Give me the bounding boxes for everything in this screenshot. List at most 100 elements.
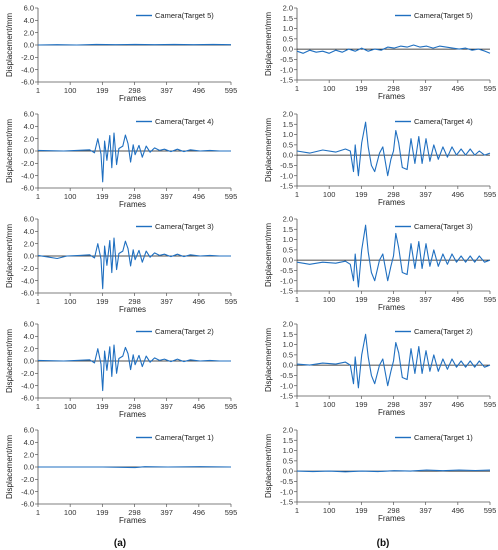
y-tick-label: 2.0 xyxy=(24,239,34,248)
x-tick-label: 1 xyxy=(36,402,40,411)
series-line xyxy=(296,224,491,288)
x-tick-label: 298 xyxy=(128,297,141,306)
y-axis-title: Displacement/mm xyxy=(264,328,273,392)
x-tick-label: 1 xyxy=(295,295,299,304)
y-tick-label: 2.0 xyxy=(283,320,293,329)
x-tick-label: 595 xyxy=(484,506,497,515)
series-line xyxy=(37,43,232,46)
y-tick-label: 2.0 xyxy=(283,215,293,224)
y-tick-label: -1.0 xyxy=(280,276,293,285)
y-tick-label: 0.0 xyxy=(24,41,34,50)
panel-label-b: (b) xyxy=(377,538,390,549)
y-tick-label: 1.5 xyxy=(283,330,293,339)
y-tick-label: 2.0 xyxy=(24,344,34,353)
legend-label: Camera(Target 4) xyxy=(414,117,473,126)
x-tick-label: 100 xyxy=(64,86,77,95)
x-axis-title: Frames xyxy=(119,94,146,103)
x-tick-label: 397 xyxy=(160,86,173,95)
y-axis-title: Displacement/mm xyxy=(264,434,273,498)
y-tick-label: 2.0 xyxy=(283,4,293,13)
x-tick-label: 1 xyxy=(36,297,40,306)
x-tick-label: 100 xyxy=(64,402,77,411)
x-tick-label: 100 xyxy=(64,192,77,201)
y-axis-title: Displacement/mm xyxy=(5,13,14,77)
x-tick-label: 1 xyxy=(295,190,299,199)
chart-panel-a-5: -6.0 -4.0 -2.0 0.0 2.0 4.0 6.0 1 100 199 298 397 496… xyxy=(5,426,237,525)
y-tick-label: -2.0 xyxy=(21,475,34,484)
y-tick-label: 4.0 xyxy=(24,122,34,131)
y-tick-label: -1.0 xyxy=(280,65,293,74)
chart-panel-a-4: -6.0 -4.0 -2.0 0.0 2.0 4.0 6.0 1 100 199 298 397 496… xyxy=(5,320,237,419)
y-tick-label: 0.5 xyxy=(283,456,293,465)
x-tick-label: 100 xyxy=(323,190,336,199)
series-line xyxy=(38,466,232,469)
legend-label: Camera(Target 5) xyxy=(155,11,214,20)
x-tick-label: 199 xyxy=(96,297,109,306)
series-line xyxy=(37,237,231,290)
x-tick-label: 199 xyxy=(96,86,109,95)
x-tick-label: 496 xyxy=(193,86,206,95)
x-tick-label: 397 xyxy=(160,402,173,411)
x-tick-label: 496 xyxy=(452,295,465,304)
y-tick-label: 2.0 xyxy=(24,28,34,37)
y-tick-label: 6.0 xyxy=(24,110,34,119)
x-tick-label: 199 xyxy=(96,508,109,517)
y-tick-label: 0.0 xyxy=(24,252,34,261)
y-tick-label: -4.0 xyxy=(21,381,34,390)
y-axis-title: Displacement/mm xyxy=(264,118,273,182)
x-tick-label: 100 xyxy=(64,508,77,517)
y-tick-label: -1.0 xyxy=(280,487,293,496)
y-tick-label: -4.0 xyxy=(21,487,34,496)
legend-label: Camera(Target 3) xyxy=(414,222,473,231)
x-axis-title: Frames xyxy=(378,303,405,312)
x-tick-label: 496 xyxy=(193,192,206,201)
y-tick-label: 0.0 xyxy=(24,463,34,472)
x-tick-label: 496 xyxy=(193,402,206,411)
y-tick-label: 0.0 xyxy=(283,467,293,476)
legend-label: Camera(Target 2) xyxy=(155,327,214,336)
y-tick-label: 6.0 xyxy=(24,320,34,329)
y-tick-label: 1.5 xyxy=(283,120,293,129)
y-tick-label: 0.5 xyxy=(283,245,293,254)
x-tick-label: 199 xyxy=(96,192,109,201)
y-tick-label: -0.5 xyxy=(280,266,293,275)
y-tick-label: -1.0 xyxy=(280,171,293,180)
legend-label: Camera(Target 5) xyxy=(414,11,473,20)
y-tick-label: -1.5 xyxy=(280,76,293,85)
y-tick-label: -6.0 xyxy=(21,500,34,509)
series-line xyxy=(296,469,491,473)
y-tick-label: -1.5 xyxy=(280,498,293,507)
y-tick-label: -2.0 xyxy=(21,53,34,62)
x-tick-label: 1 xyxy=(36,508,40,517)
x-tick-label: 298 xyxy=(387,400,400,409)
y-tick-label: 0.5 xyxy=(283,350,293,359)
x-tick-label: 298 xyxy=(387,295,400,304)
x-tick-label: 298 xyxy=(387,190,400,199)
y-tick-label: 0.5 xyxy=(283,140,293,149)
y-axis-title: Displacement/mm xyxy=(5,329,14,393)
x-tick-label: 100 xyxy=(323,295,336,304)
y-tick-label: -0.5 xyxy=(280,477,293,486)
x-tick-label: 496 xyxy=(193,297,206,306)
legend-label: Camera(Target 1) xyxy=(155,433,214,442)
x-tick-label: 199 xyxy=(355,400,368,409)
x-tick-label: 100 xyxy=(64,297,77,306)
y-axis-title: Displacement/mm xyxy=(264,12,273,76)
chart-panel-b-4: -1.5 -1.0-0.50.0 0.51.01.52.0 1 100 199 298 397… xyxy=(264,320,496,417)
x-tick-label: 199 xyxy=(355,84,368,93)
x-axis-title: Frames xyxy=(378,92,405,101)
x-tick-label: 199 xyxy=(96,402,109,411)
y-tick-label: 4.0 xyxy=(24,438,34,447)
x-axis-title: Frames xyxy=(378,408,405,417)
y-axis-title: Displacement/mm xyxy=(264,223,273,287)
y-tick-label: -4.0 xyxy=(21,276,34,285)
y-tick-label: 0.0 xyxy=(283,45,293,54)
y-tick-label: -6.0 xyxy=(21,78,34,87)
x-axis-title: Frames xyxy=(378,514,405,523)
y-tick-label: -1.5 xyxy=(280,392,293,401)
x-tick-label: 496 xyxy=(452,506,465,515)
x-axis-title: Frames xyxy=(378,198,405,207)
x-tick-label: 298 xyxy=(128,192,141,201)
x-tick-label: 199 xyxy=(355,295,368,304)
y-tick-label: 0.0 xyxy=(283,151,293,160)
